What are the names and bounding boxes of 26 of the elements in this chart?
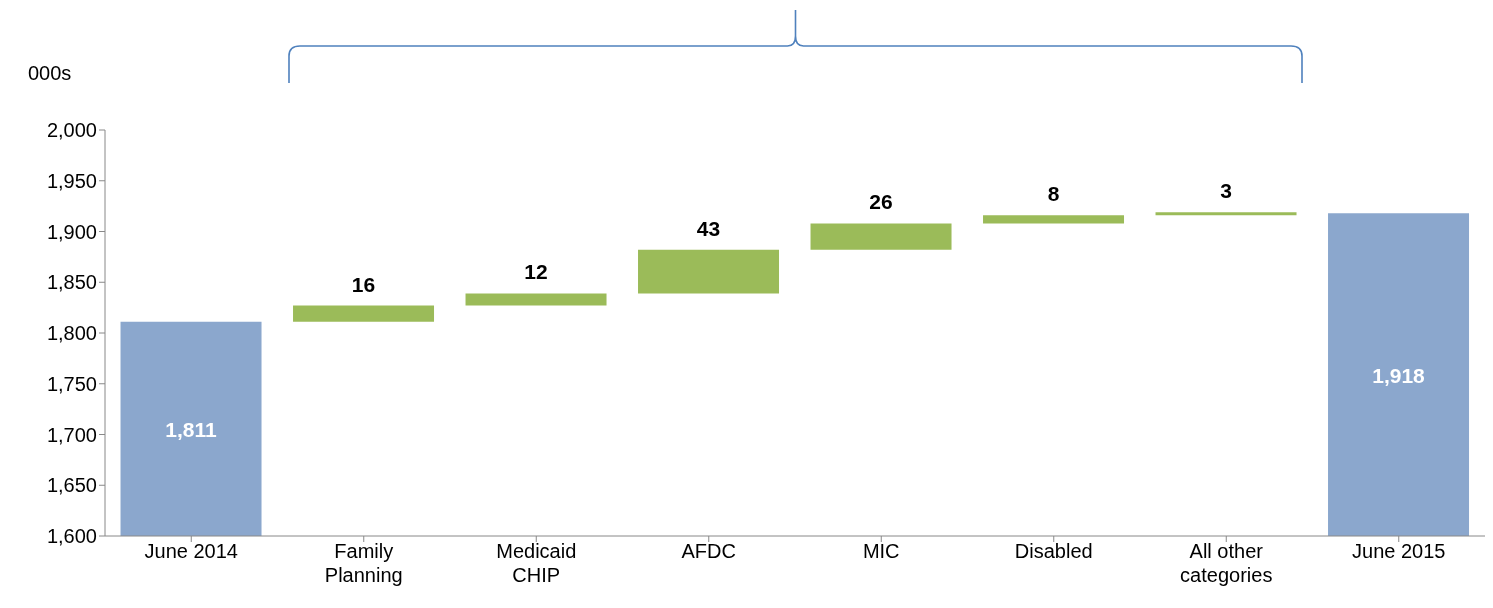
data-label: 16: [351, 272, 376, 296]
data-label: 43: [696, 216, 721, 240]
y-tick-label: 1,650: [46, 474, 97, 497]
y-tick-label: 1,600: [46, 525, 97, 548]
data-label: 3: [1220, 179, 1232, 203]
x-tick-label: AFDC: [681, 540, 736, 562]
x-tick-label: June 2015: [1352, 540, 1446, 562]
x-tick-label: All other categories: [1180, 540, 1273, 586]
data-label: 26: [869, 190, 893, 214]
x-tick-label: Disabled: [1014, 540, 1093, 562]
x-tick-label: Medicaid CHIP: [496, 540, 577, 586]
y-tick-label: 1,700: [46, 423, 97, 446]
data-label: 12: [524, 260, 548, 284]
x-tick-label: MIC: [862, 540, 900, 562]
y-tick-label: 1,850: [46, 271, 97, 294]
y-tick-label: 1,950: [46, 169, 97, 192]
data-label: 8: [1047, 182, 1060, 206]
y-tick-label: 1,900: [46, 220, 97, 243]
data-label: 1,918: [1372, 363, 1426, 387]
x-tick-label: Family Planning: [324, 540, 403, 586]
y-tick-label: 1,750: [46, 372, 97, 395]
y-tick-label: 2,000: [46, 119, 97, 142]
y-tick-label: 1,800: [46, 322, 97, 345]
x-tick-label: June 2014: [144, 540, 238, 562]
data-label: 1,811: [165, 417, 218, 441]
y-axis-title: 000s: [28, 62, 72, 85]
